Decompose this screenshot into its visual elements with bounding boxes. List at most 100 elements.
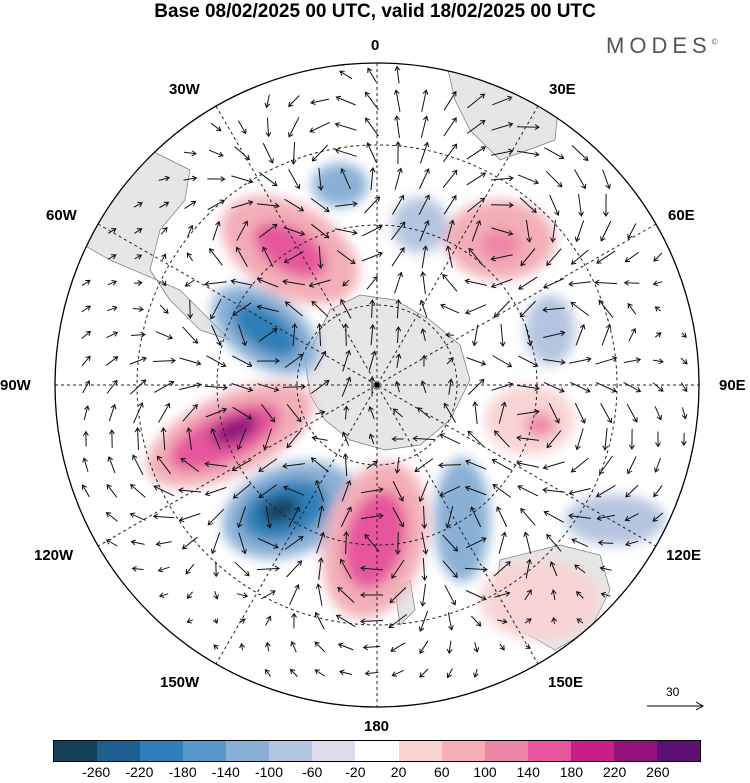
wind-arrow	[82, 380, 91, 394]
wind-arrow	[470, 506, 482, 528]
wind-arrow	[336, 250, 356, 265]
colorbar-tick-label: 20	[390, 764, 407, 780]
wind-arrow	[291, 612, 297, 629]
colorbar-tick-label: 60	[434, 764, 450, 780]
wind-arrow	[520, 248, 536, 267]
lon-label-120w: 120W	[34, 547, 74, 564]
wind-arrow	[178, 513, 201, 523]
wind-arrow	[420, 328, 427, 342]
wind-arrow	[492, 95, 513, 106]
wind-arrow	[232, 406, 253, 420]
wind-arrow	[238, 324, 248, 347]
wind-arrow	[317, 557, 324, 580]
wind-arrow	[134, 228, 143, 234]
wind-arrow	[335, 201, 358, 207]
wind-arrow	[341, 376, 352, 397]
wind-arrow	[443, 117, 457, 137]
wind-arrow	[570, 249, 589, 265]
wind-arrow	[310, 198, 330, 213]
wind-arrow	[447, 612, 454, 631]
wind-arrow	[395, 141, 402, 165]
wind-arrow	[184, 150, 197, 157]
wind-arrow	[394, 456, 401, 474]
negative-anomaly	[260, 496, 300, 524]
wind-arrow	[519, 300, 536, 318]
wind-arrow	[132, 306, 145, 313]
wind-arrow	[210, 298, 222, 320]
wind-arrow	[467, 430, 485, 448]
wind-arrow	[262, 142, 274, 164]
wind-arrow	[262, 246, 274, 268]
wind-arrow	[107, 305, 118, 312]
wind-arrow	[419, 668, 429, 678]
wind-arrow	[288, 506, 300, 528]
wind-arrow	[310, 223, 330, 239]
meridian	[215, 105, 539, 665]
wind-arrow	[624, 540, 639, 547]
colorbar-tick-label: 100	[473, 764, 497, 780]
wind-arrow	[524, 618, 532, 624]
wind-arrow	[388, 614, 408, 629]
wind-arrow	[369, 323, 376, 346]
brand-mark: ©	[711, 37, 718, 47]
wind-arrow	[107, 254, 117, 260]
colorbar-swatch	[183, 741, 227, 761]
wind-arrow	[107, 280, 118, 286]
wind-arrow	[576, 618, 584, 624]
wind-arrow	[575, 428, 584, 451]
wind-arrow	[655, 431, 661, 448]
wind-arrow	[360, 565, 384, 572]
wind-arrow	[258, 484, 278, 499]
wind-arrow	[442, 169, 458, 189]
lon-label-90e: 90E	[719, 377, 746, 394]
wind-arrow	[568, 513, 591, 519]
wind-arrow	[158, 175, 171, 182]
negative-anomaly	[525, 295, 575, 365]
wind-arrow	[421, 89, 429, 112]
wind-arrow	[105, 356, 119, 366]
colorbar-tick-label: 260	[646, 764, 670, 780]
wind-arrow	[368, 433, 375, 444]
wind-arrow	[490, 202, 514, 209]
wind-arrow	[155, 331, 174, 340]
wind-arrow	[343, 405, 350, 420]
colorbar-swatch	[484, 741, 528, 761]
wind-arrow	[391, 436, 404, 442]
wind-arrow	[311, 300, 329, 317]
colorbar-tick-label: -60	[302, 764, 323, 780]
wind-arrow	[284, 536, 304, 550]
colorbar-swatch	[226, 741, 270, 761]
wind-arrow	[498, 401, 507, 424]
wind-arrow	[570, 457, 589, 473]
wind-arrow	[153, 485, 175, 497]
wind-arrow	[129, 512, 146, 521]
wind-arrow	[445, 506, 454, 529]
wind-arrow	[283, 251, 304, 264]
wind-arrow	[186, 618, 194, 624]
wind-arrow	[414, 458, 434, 473]
wind-arrow	[361, 225, 383, 237]
wind-arrow	[265, 615, 272, 626]
wind-arrow	[490, 175, 514, 182]
map-border	[54, 62, 700, 708]
colorbar-tick-label: 220	[602, 764, 627, 780]
wind-arrow	[626, 403, 638, 423]
wind-arrow	[464, 278, 487, 286]
wind-arrow	[465, 304, 487, 315]
wind-arrow	[364, 670, 379, 677]
wind-arrow	[394, 167, 403, 190]
wind-arrow	[392, 194, 405, 215]
wind-arrow	[466, 172, 487, 186]
wind-arrow	[156, 455, 171, 475]
wind-arrow	[264, 94, 271, 109]
wind-arrow	[628, 327, 637, 342]
wind-arrow	[628, 428, 635, 451]
wind-vectors	[81, 65, 688, 679]
wind-arrow	[361, 513, 384, 520]
wind-arrow	[574, 169, 587, 190]
positive-anomaly	[480, 560, 600, 640]
wind-arrow	[260, 403, 276, 423]
wind-arrow	[339, 70, 353, 80]
wind-arrow	[291, 323, 298, 347]
wind-arrow	[491, 122, 514, 131]
